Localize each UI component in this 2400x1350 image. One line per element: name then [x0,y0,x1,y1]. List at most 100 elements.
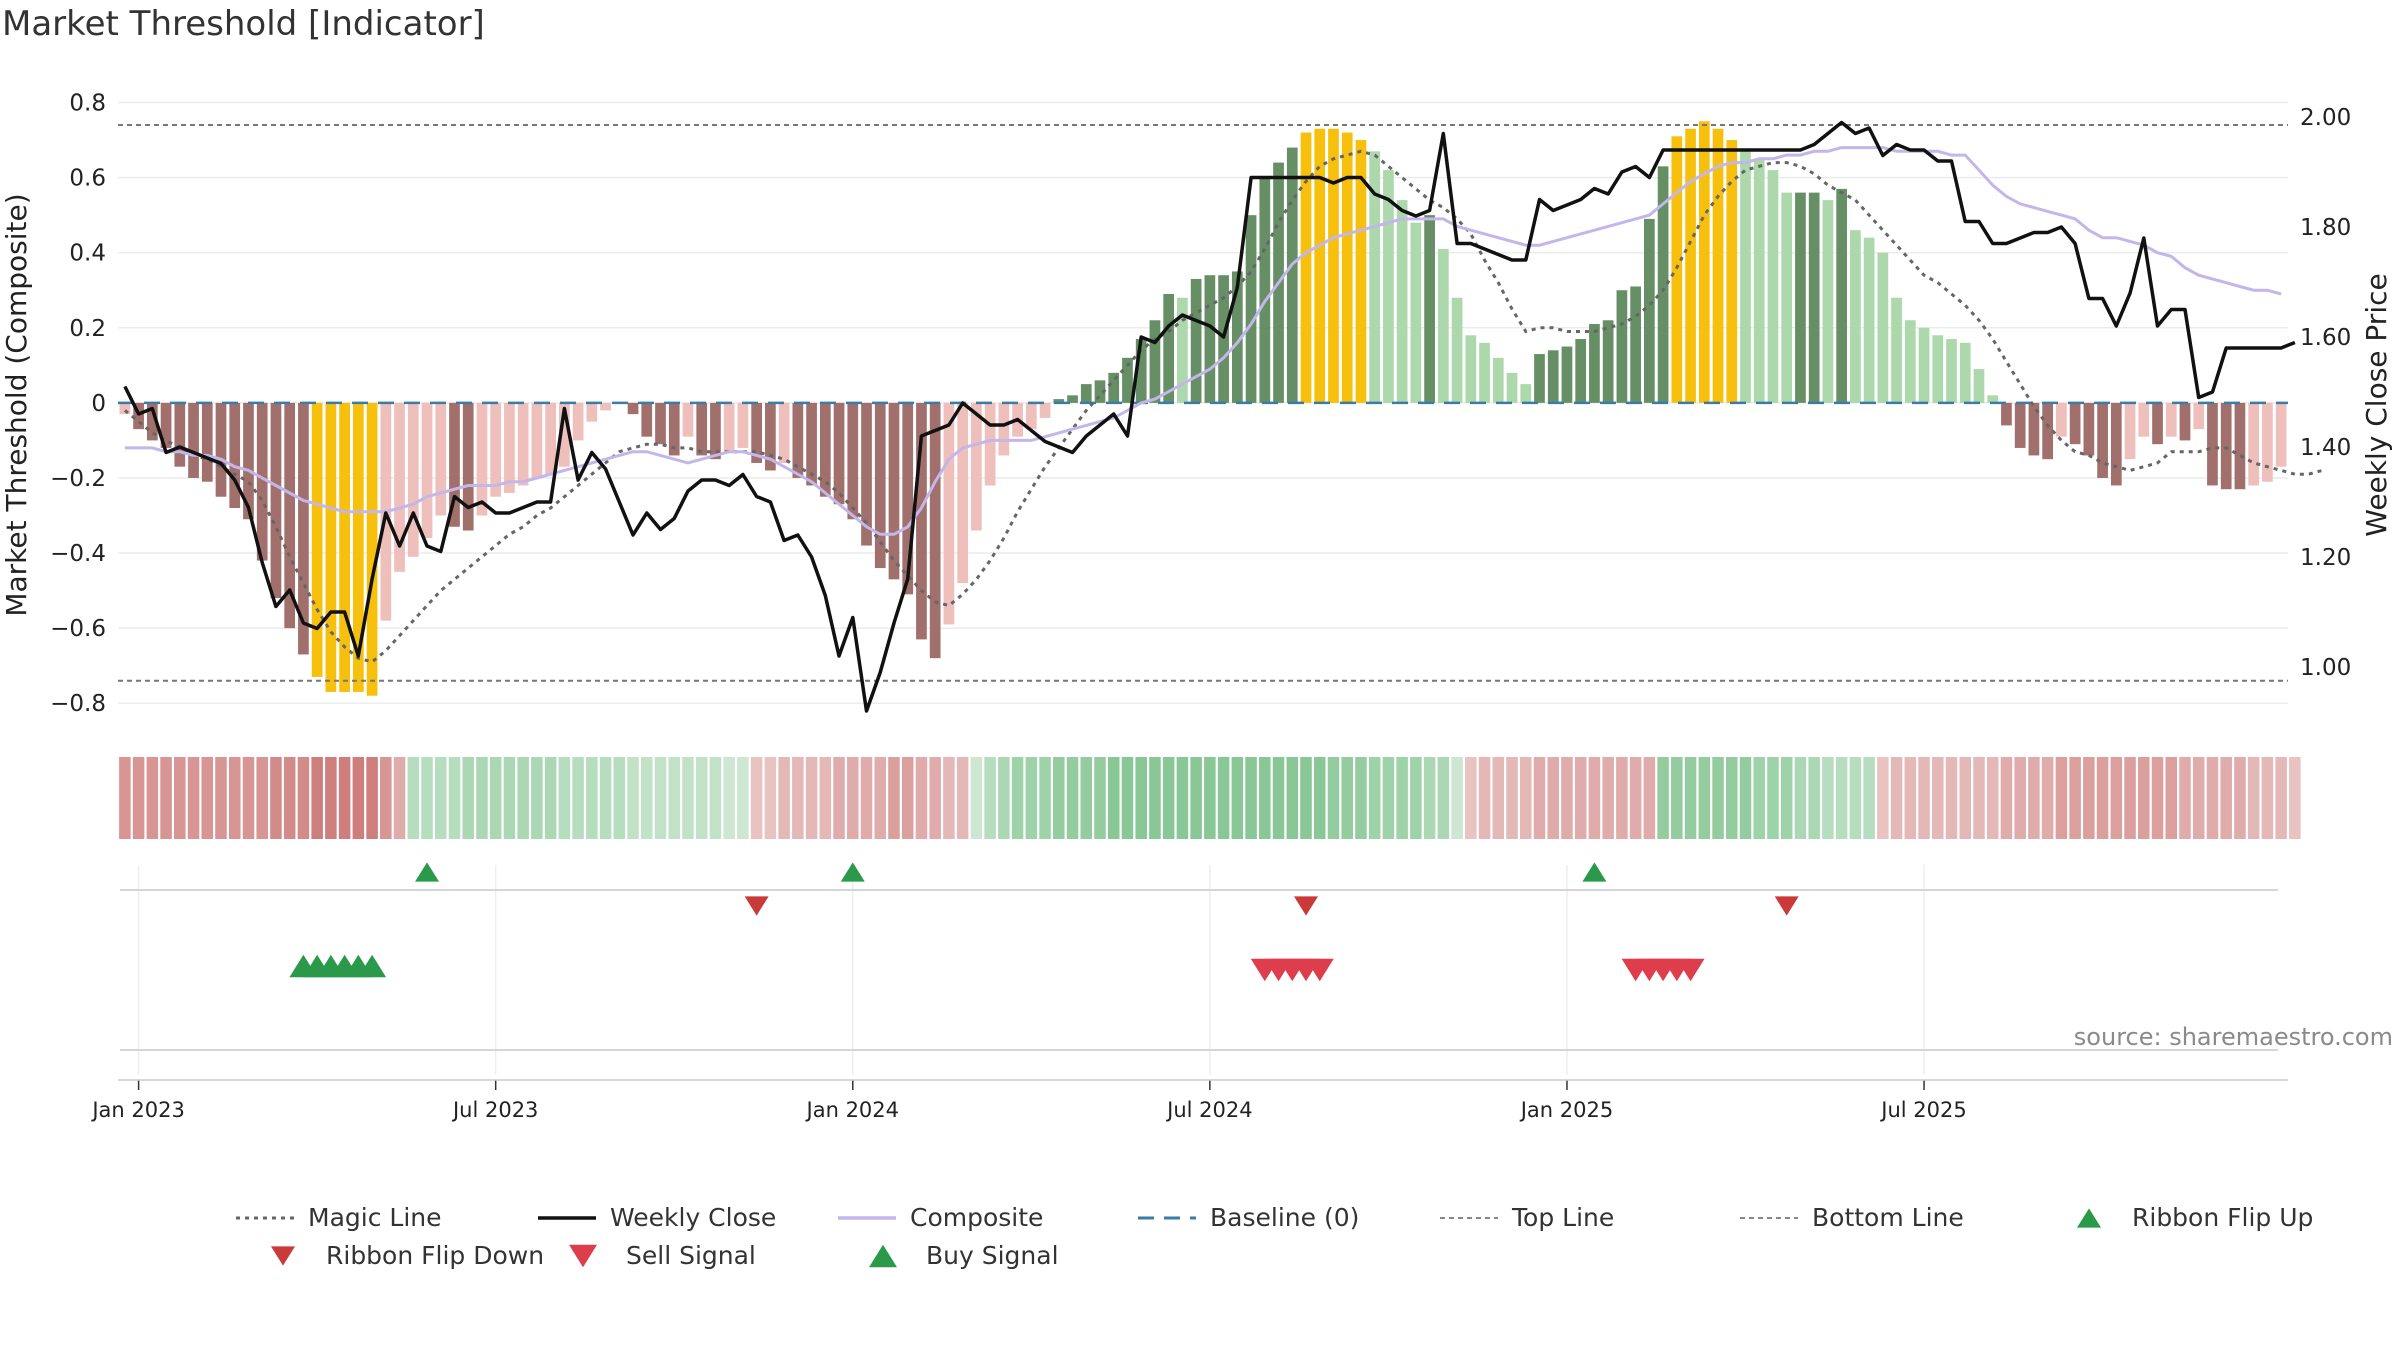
ribbon-cell [1588,757,1601,839]
composite-bar [1328,128,1339,403]
ribbon-cell [833,757,845,839]
ribbon-cell [723,757,735,839]
composite-bar [1314,128,1326,403]
ribbon-cell [160,757,172,839]
grid [118,101,2288,1075]
composite-bar [1465,335,1477,403]
composite-bar [1108,372,1120,403]
composite-bar [2042,402,2054,460]
ribbon-cell [915,757,928,839]
composite-bar [1726,140,1738,403]
ribbon-cell [407,757,420,839]
composite-bar [2165,402,2177,437]
ribbon-cell [1643,757,1656,839]
ribbon-cell [1767,757,1779,839]
ribbon-cell [366,757,378,839]
ribbon-cell [2000,757,2013,839]
ribbon-cell [1176,757,1189,839]
composite-bar [1630,286,1641,403]
ribbon-cell [627,757,639,839]
ribbon-cell [1822,757,1834,839]
ribbon-cell [1080,757,1093,839]
ribbon-cell [352,757,365,839]
ribbon-cell [1162,757,1175,839]
ribbon-cell [1657,757,1669,839]
y-right-tick-label: 2.00 [2300,105,2351,131]
composite-bar [1781,192,1793,403]
ribbon-cell [2028,757,2040,839]
composite-bar [710,402,721,460]
legend-item: Ribbon Flip Down [271,1241,544,1270]
ribbon-cell [421,757,433,839]
ribbon-cell [1492,757,1505,839]
y-left-axis-label: Market Threshold (Composite) [0,193,33,616]
composite-bar [311,402,323,677]
composite-bar [2014,402,2026,448]
ribbon-flip-down-marker [1294,896,1319,916]
composite-bar [806,402,817,486]
x-tick-label: Jul 2023 [451,1098,538,1122]
legend-item: Bottom Line [1740,1203,1964,1232]
ribbon-cell [1094,757,1106,839]
ribbon-cell [2096,757,2109,839]
legend-label: Weekly Close [610,1203,776,1232]
ribbon-cell [2138,757,2150,839]
ribbon-cell [1877,757,1889,839]
ribbon-cell [476,757,488,839]
ribbon-cell [2041,757,2054,839]
ribbon-cell [1478,757,1491,839]
composite-bar [531,402,543,478]
composite-bar [1753,158,1765,403]
y-right-axis-label: Weekly Close Price [2360,273,2393,536]
ribbon-cell [517,757,529,839]
ribbon-cell [1286,757,1299,839]
ribbon-cell [1300,757,1312,839]
ribbon-cell [1890,757,1903,839]
composite-bar [2179,402,2191,441]
y-left-tick-label: −0.6 [50,616,106,642]
ribbon-flip-down-marker [744,896,769,916]
ribbon-cell [531,757,543,839]
composite-bar [971,402,982,531]
ribbon-cell [1259,757,1271,839]
composite-bar [1479,342,1490,403]
composite-bar [1039,402,1051,418]
composite-bar [1259,177,1271,403]
ribbon-cell [2192,757,2205,839]
chart-title: Market Threshold [Indicator] [2,4,485,44]
ribbon-cell [956,757,969,839]
composite-bar [1959,342,1971,403]
ribbon-flip-up-marker [840,862,865,882]
ribbon-cell [1725,757,1738,839]
composite-bar [998,402,1010,456]
ribbon-cell [1135,757,1147,839]
composite-bar [160,402,172,448]
composite-bar [2275,402,2287,467]
composite-bar [366,402,378,696]
legend-label: Ribbon Flip Up [2132,1203,2313,1232]
ribbon-cell [187,757,200,839]
composite-bar [146,402,158,441]
composite-bar [504,402,515,493]
legend-label: Ribbon Flip Down [326,1241,544,1270]
composite-bar [1877,252,1889,403]
ribbon-cell [215,757,227,839]
ribbon-cell [1959,757,1972,839]
ribbon-cell [847,757,859,839]
ribbon-cell [1341,757,1353,839]
composite-bar [778,402,790,463]
composite-bar [1973,369,1985,403]
composite-bar [2097,402,2108,478]
composite-bar [916,402,927,640]
composite-bar [1671,136,1683,403]
composite-bar [627,402,639,415]
ribbon-cell [2261,757,2274,839]
composite-bar [572,402,584,441]
composite-bar [256,402,268,561]
ribbon-cell [901,757,914,839]
ribbon-cell [489,757,502,839]
ribbon-cell [174,757,186,839]
ribbon-cell [544,757,557,839]
composite-bar [957,402,969,584]
legend-triangle-up-icon [869,1244,897,1268]
